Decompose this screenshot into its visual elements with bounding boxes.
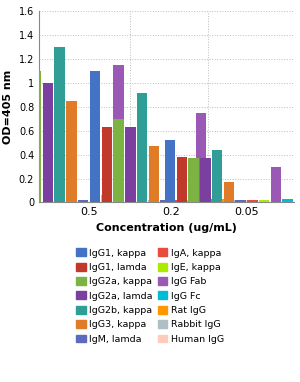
Bar xyxy=(247,200,258,202)
Bar xyxy=(160,200,171,202)
Bar xyxy=(177,157,187,202)
Bar xyxy=(196,113,206,202)
Bar xyxy=(160,200,171,202)
Bar xyxy=(8,23,18,202)
Bar xyxy=(271,167,281,202)
Bar xyxy=(54,47,65,202)
Bar xyxy=(136,199,147,202)
Bar xyxy=(243,200,253,202)
Bar xyxy=(219,199,230,202)
Bar xyxy=(125,199,135,202)
Bar xyxy=(90,200,100,202)
Bar xyxy=(188,158,199,202)
Bar xyxy=(207,199,218,202)
Bar xyxy=(294,199,300,202)
Bar xyxy=(43,83,53,202)
Bar xyxy=(125,127,136,202)
Bar xyxy=(172,200,183,202)
Bar xyxy=(200,158,211,202)
Bar xyxy=(282,199,293,202)
Bar xyxy=(148,146,159,202)
Bar xyxy=(236,200,246,202)
X-axis label: Concentration (ug/mL): Concentration (ug/mL) xyxy=(96,223,237,233)
Bar xyxy=(137,92,147,202)
Bar xyxy=(212,150,222,202)
Bar xyxy=(90,71,101,202)
Bar xyxy=(102,127,112,202)
Bar xyxy=(224,182,234,202)
Bar xyxy=(148,200,159,202)
Legend: IgG1, kappa, IgG1, lamda, IgG2a, kappa, IgG2a, lamda, IgG2b, kappa, IgG3, kappa,: IgG1, kappa, IgG1, lamda, IgG2a, kappa, … xyxy=(72,244,228,348)
Bar xyxy=(31,71,41,202)
Bar xyxy=(184,200,194,202)
Bar xyxy=(113,65,124,202)
Bar xyxy=(231,200,242,202)
Bar xyxy=(165,141,175,202)
Bar xyxy=(66,101,76,202)
Bar xyxy=(19,87,30,202)
Bar xyxy=(78,200,88,202)
Y-axis label: OD=405 nm: OD=405 nm xyxy=(3,70,13,144)
Bar xyxy=(101,195,112,202)
Bar xyxy=(113,119,124,202)
Bar xyxy=(259,200,269,202)
